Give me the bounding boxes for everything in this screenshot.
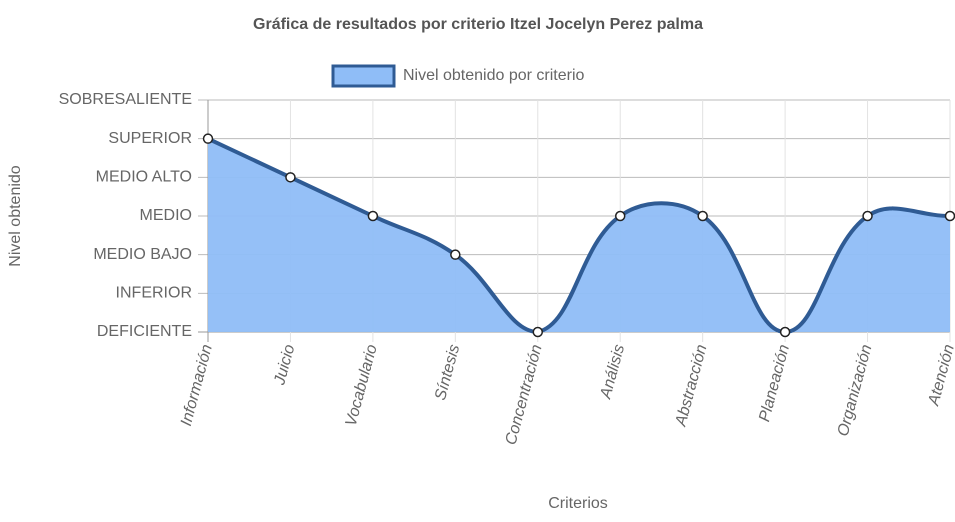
point xyxy=(450,249,461,260)
x-tick-label: Organización xyxy=(835,343,876,439)
x-tick-label: Planeación xyxy=(756,343,793,424)
y-tick-label: SUPERIOR xyxy=(108,130,192,147)
chart-title: Gráfica de resultados por criterio Itzel… xyxy=(253,16,703,33)
point xyxy=(532,326,544,338)
x-tick-label: Síntesis xyxy=(432,343,463,402)
point xyxy=(367,210,379,222)
y-tick-label: MEDIO ALTO xyxy=(96,169,192,186)
legend-label: Nivel obtenido por criterio xyxy=(403,67,585,84)
x-tick-label: Análisis xyxy=(597,343,628,402)
y-tick-label: MEDIO BAJO xyxy=(93,246,192,263)
y-tick-label: INFERIOR xyxy=(116,285,192,302)
point xyxy=(862,210,873,222)
point xyxy=(779,326,791,338)
point xyxy=(285,172,296,183)
y-axis-title: Nivel obtenido xyxy=(7,165,24,267)
x-axis-title: Criterios xyxy=(548,495,608,512)
x-tick-label: Juicio xyxy=(271,343,298,388)
point xyxy=(944,210,955,222)
x-tick-label: Atención xyxy=(925,343,955,409)
y-tick-label: MEDIO xyxy=(140,207,192,224)
x-tick-label: Concentración xyxy=(503,343,546,447)
point xyxy=(202,133,214,144)
line xyxy=(207,136,951,335)
point xyxy=(697,210,708,222)
x-tick-label: Abstracción xyxy=(672,343,710,429)
x-tick-label: Información xyxy=(178,343,216,428)
point xyxy=(614,210,626,222)
x-tick-label: Vocabulario xyxy=(343,343,381,429)
y-tick-label: SOBRESALIENTE xyxy=(59,91,192,108)
legend-swatch xyxy=(331,64,396,88)
area xyxy=(208,138,950,332)
y-tick-label: DEFICIENTE xyxy=(97,323,192,340)
